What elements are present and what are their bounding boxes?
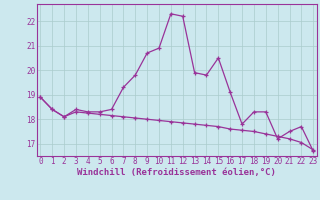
- X-axis label: Windchill (Refroidissement éolien,°C): Windchill (Refroidissement éolien,°C): [77, 168, 276, 177]
